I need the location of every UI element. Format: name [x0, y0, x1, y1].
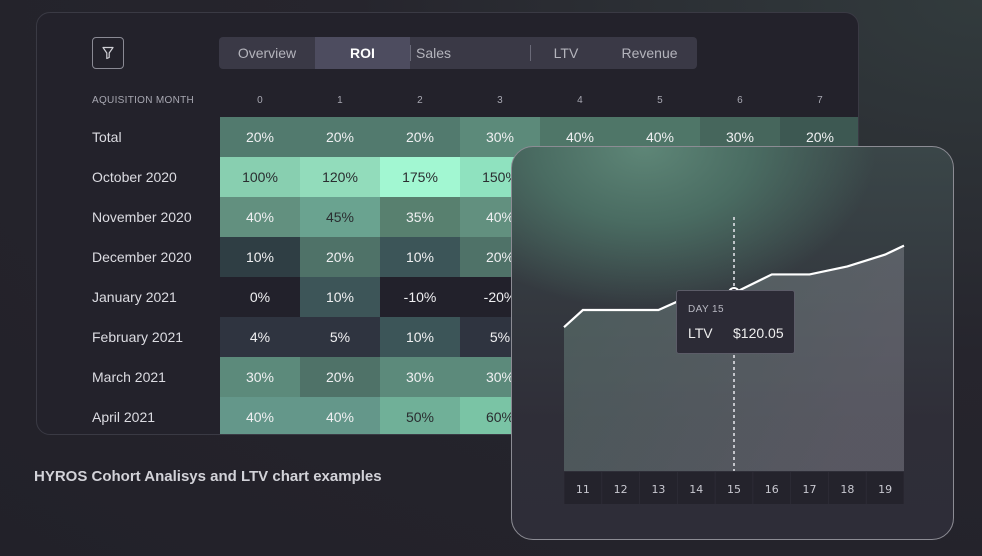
row-label: January 2021 — [92, 289, 177, 305]
x-tick-box — [791, 472, 829, 504]
chart-tooltip: DAY 15 LTV $120.05 — [676, 290, 795, 354]
tooltip-label: LTV — [688, 325, 713, 341]
x-tick-box — [753, 472, 791, 504]
x-tick-box — [602, 472, 640, 504]
x-tick-label: 15 — [727, 483, 741, 496]
table-cell: 0% — [220, 277, 300, 317]
table-cell: 40% — [220, 197, 300, 237]
filter-funnel-icon — [102, 46, 114, 60]
ltv-chart-card: 11 12 13 14 15 16 17 18 19 DAY 15 LTV $120.05 — [511, 146, 954, 540]
table-cell: -10% — [380, 277, 460, 317]
table-cell: 10% — [220, 237, 300, 277]
table-cell: 20% — [300, 117, 380, 157]
acquisition-month-header: AQUISITION MONTH — [92, 95, 195, 106]
column-header: 4 — [577, 95, 583, 106]
column-header: 2 — [417, 95, 423, 106]
table-cell: 20% — [380, 117, 460, 157]
table-cell: 30% — [220, 357, 300, 397]
row-label: Total — [92, 129, 122, 145]
tooltip-value: $120.05 — [733, 325, 784, 341]
x-tick-label: 11 — [576, 483, 590, 496]
tab-ltv[interactable]: LTV — [530, 37, 602, 69]
caption: HYROS Cohort Analisys and LTV chart exam… — [34, 468, 382, 485]
x-tick-box — [677, 472, 715, 504]
row-label: April 2021 — [92, 409, 156, 425]
x-tick-box — [715, 472, 753, 504]
tab-revenue[interactable]: Revenue — [621, 45, 678, 61]
table-cell: 40% — [300, 397, 380, 434]
tab-sales[interactable]: Sales — [410, 37, 530, 69]
filter-button[interactable] — [92, 37, 124, 69]
table-cell: 40% — [220, 397, 300, 434]
x-tick-box — [639, 472, 677, 504]
column-header: 5 — [657, 95, 663, 106]
x-tick-label: 14 — [689, 483, 703, 496]
table-cell: 35% — [380, 197, 460, 237]
row-label: November 2020 — [92, 209, 192, 225]
tab-overview[interactable]: Overview — [237, 45, 297, 61]
table-cell: 175% — [380, 157, 460, 197]
tab-bar: Overview ROI Sales LTV Revenue — [219, 37, 697, 69]
row-label: October 2020 — [92, 169, 177, 185]
table-cell: 100% — [220, 157, 300, 197]
table-cell: 30% — [380, 357, 460, 397]
column-header: 3 — [497, 95, 503, 106]
x-tick-label: 17 — [803, 483, 817, 496]
column-header: 6 — [737, 95, 743, 106]
x-tick-box — [564, 472, 602, 504]
x-tick-label: 12 — [614, 483, 628, 496]
table-cell: 20% — [300, 237, 380, 277]
table-cell: 5% — [300, 317, 380, 357]
x-tick-label: 13 — [651, 483, 665, 496]
row-label: March 2021 — [92, 369, 166, 385]
x-tick-box — [828, 472, 866, 504]
row-label: December 2020 — [92, 249, 192, 265]
ltv-chart: 11 12 13 14 15 16 17 18 19 — [563, 217, 905, 504]
column-header: 1 — [337, 95, 343, 106]
row-label: February 2021 — [92, 329, 184, 345]
tooltip-day: DAY 15 — [688, 304, 724, 315]
table-cell: 10% — [380, 317, 460, 357]
x-tick-label: 19 — [878, 483, 892, 496]
x-tick-label: 16 — [765, 483, 779, 496]
ltv-area — [564, 245, 904, 471]
table-cell: 4% — [220, 317, 300, 357]
table-cell: 20% — [220, 117, 300, 157]
table-cell: 50% — [380, 397, 460, 434]
table-cell: 10% — [300, 277, 380, 317]
x-tick-box — [866, 472, 904, 504]
table-cell: 20% — [300, 357, 380, 397]
table-cell: 10% — [380, 237, 460, 277]
tab-roi[interactable]: ROI — [315, 37, 410, 69]
column-header: 7 — [817, 95, 823, 106]
table-cell: 45% — [300, 197, 380, 237]
table-cell: 120% — [300, 157, 380, 197]
x-tick-label: 18 — [840, 483, 854, 496]
column-header: 0 — [257, 95, 263, 106]
